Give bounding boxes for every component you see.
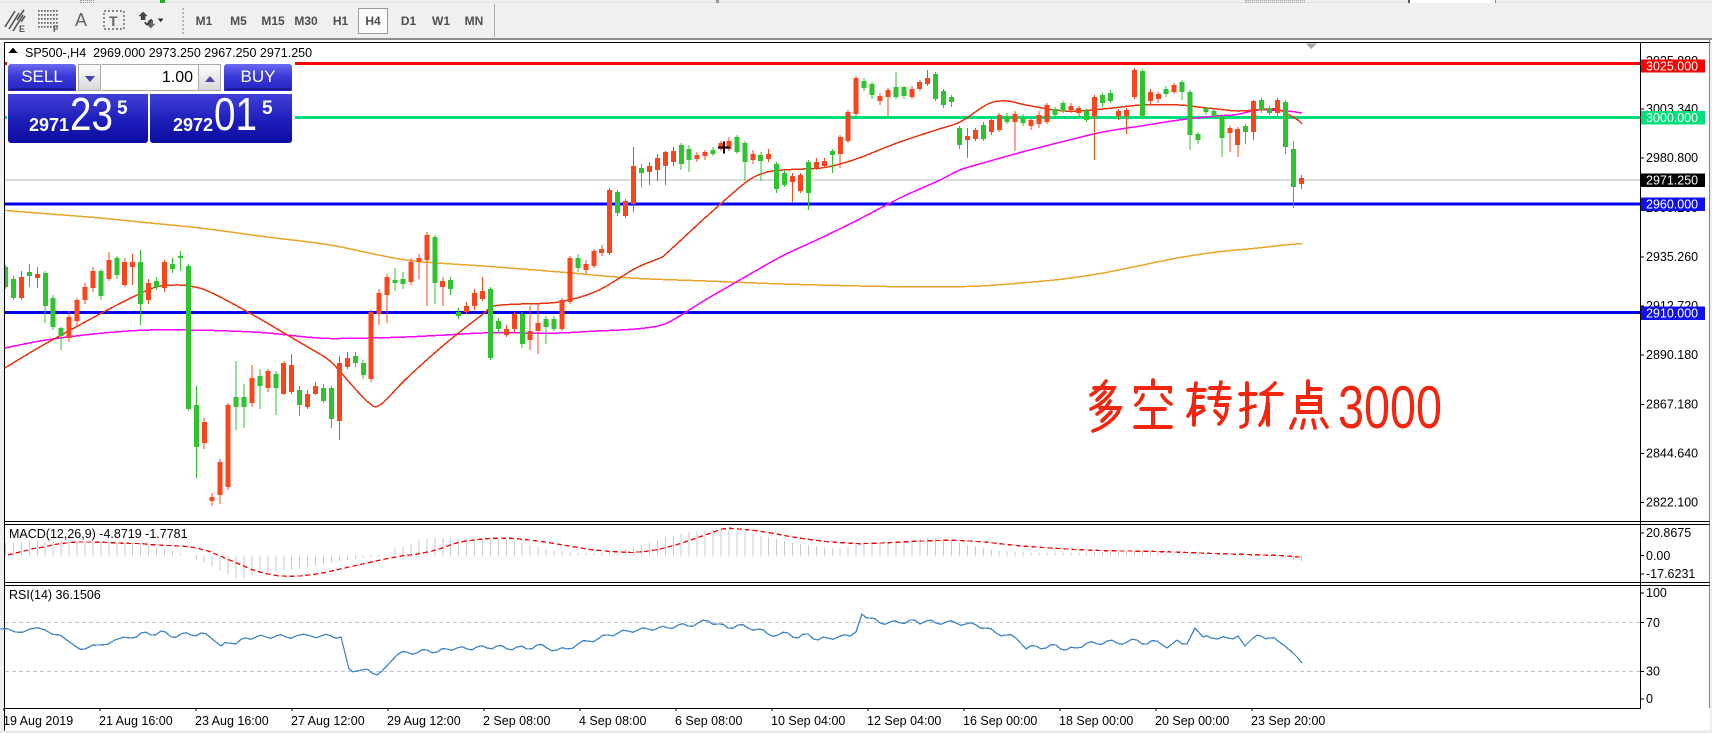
svg-text:20 Sep 00:00: 20 Sep 00:00 xyxy=(1155,714,1229,728)
svg-text:RSI(14) 36.1506: RSI(14) 36.1506 xyxy=(9,588,101,602)
svg-text:2935.260: 2935.260 xyxy=(1646,250,1698,264)
svg-text:27 Aug 12:00: 27 Aug 12:00 xyxy=(291,714,365,728)
svg-text:3000: 3000 xyxy=(1338,374,1442,441)
svg-text:0: 0 xyxy=(1646,692,1653,706)
svg-text:21 Aug 16:00: 21 Aug 16:00 xyxy=(99,714,173,728)
svg-text:23 Sep 20:00: 23 Sep 20:00 xyxy=(1251,714,1325,728)
svg-text:3000.000: 3000.000 xyxy=(1646,111,1698,125)
svg-text:70: 70 xyxy=(1646,616,1660,630)
svg-text:2844.640: 2844.640 xyxy=(1646,447,1698,461)
svg-text:18 Sep 00:00: 18 Sep 00:00 xyxy=(1059,714,1133,728)
svg-text:T: T xyxy=(109,13,118,29)
svg-text:2910.000: 2910.000 xyxy=(1646,307,1698,321)
svg-text:100: 100 xyxy=(1646,586,1667,600)
svg-text:2822.100: 2822.100 xyxy=(1646,496,1698,510)
svg-text:2971.250: 2971.250 xyxy=(1646,174,1698,188)
svg-text:10 Sep 04:00: 10 Sep 04:00 xyxy=(771,714,845,728)
svg-text:MACD(12,26,9) -4.8719 -1.7781: MACD(12,26,9) -4.8719 -1.7781 xyxy=(9,527,188,541)
svg-text:SP500-,H4 2969.000 2973.250 2: SP500-,H4 2969.000 2973.250 2967.250 297… xyxy=(25,46,312,60)
svg-text:2960.000: 2960.000 xyxy=(1646,198,1698,212)
svg-text:3025.000: 3025.000 xyxy=(1646,59,1698,73)
svg-text:2980.800: 2980.800 xyxy=(1646,151,1698,165)
svg-text:29 Aug 12:00: 29 Aug 12:00 xyxy=(387,714,461,728)
svg-text:20.8675: 20.8675 xyxy=(1646,526,1691,540)
svg-text:-17.6231: -17.6231 xyxy=(1646,567,1695,581)
svg-text:12 Sep 04:00: 12 Sep 04:00 xyxy=(867,714,941,728)
svg-text:2890.180: 2890.180 xyxy=(1646,348,1698,362)
svg-text:4 Sep 08:00: 4 Sep 08:00 xyxy=(579,714,646,728)
svg-text:2867.180: 2867.180 xyxy=(1646,398,1698,412)
svg-text:30: 30 xyxy=(1646,665,1660,679)
svg-text:23 Aug 16:00: 23 Aug 16:00 xyxy=(195,714,269,728)
svg-text:E: E xyxy=(19,24,25,33)
svg-text:19 Aug 2019: 19 Aug 2019 xyxy=(3,714,73,728)
svg-text:0.00: 0.00 xyxy=(1646,549,1670,563)
svg-text:2 Sep 08:00: 2 Sep 08:00 xyxy=(483,714,550,728)
svg-text:F: F xyxy=(53,24,59,33)
svg-text:16 Sep 00:00: 16 Sep 00:00 xyxy=(963,714,1037,728)
svg-text:6 Sep 08:00: 6 Sep 08:00 xyxy=(675,714,742,728)
